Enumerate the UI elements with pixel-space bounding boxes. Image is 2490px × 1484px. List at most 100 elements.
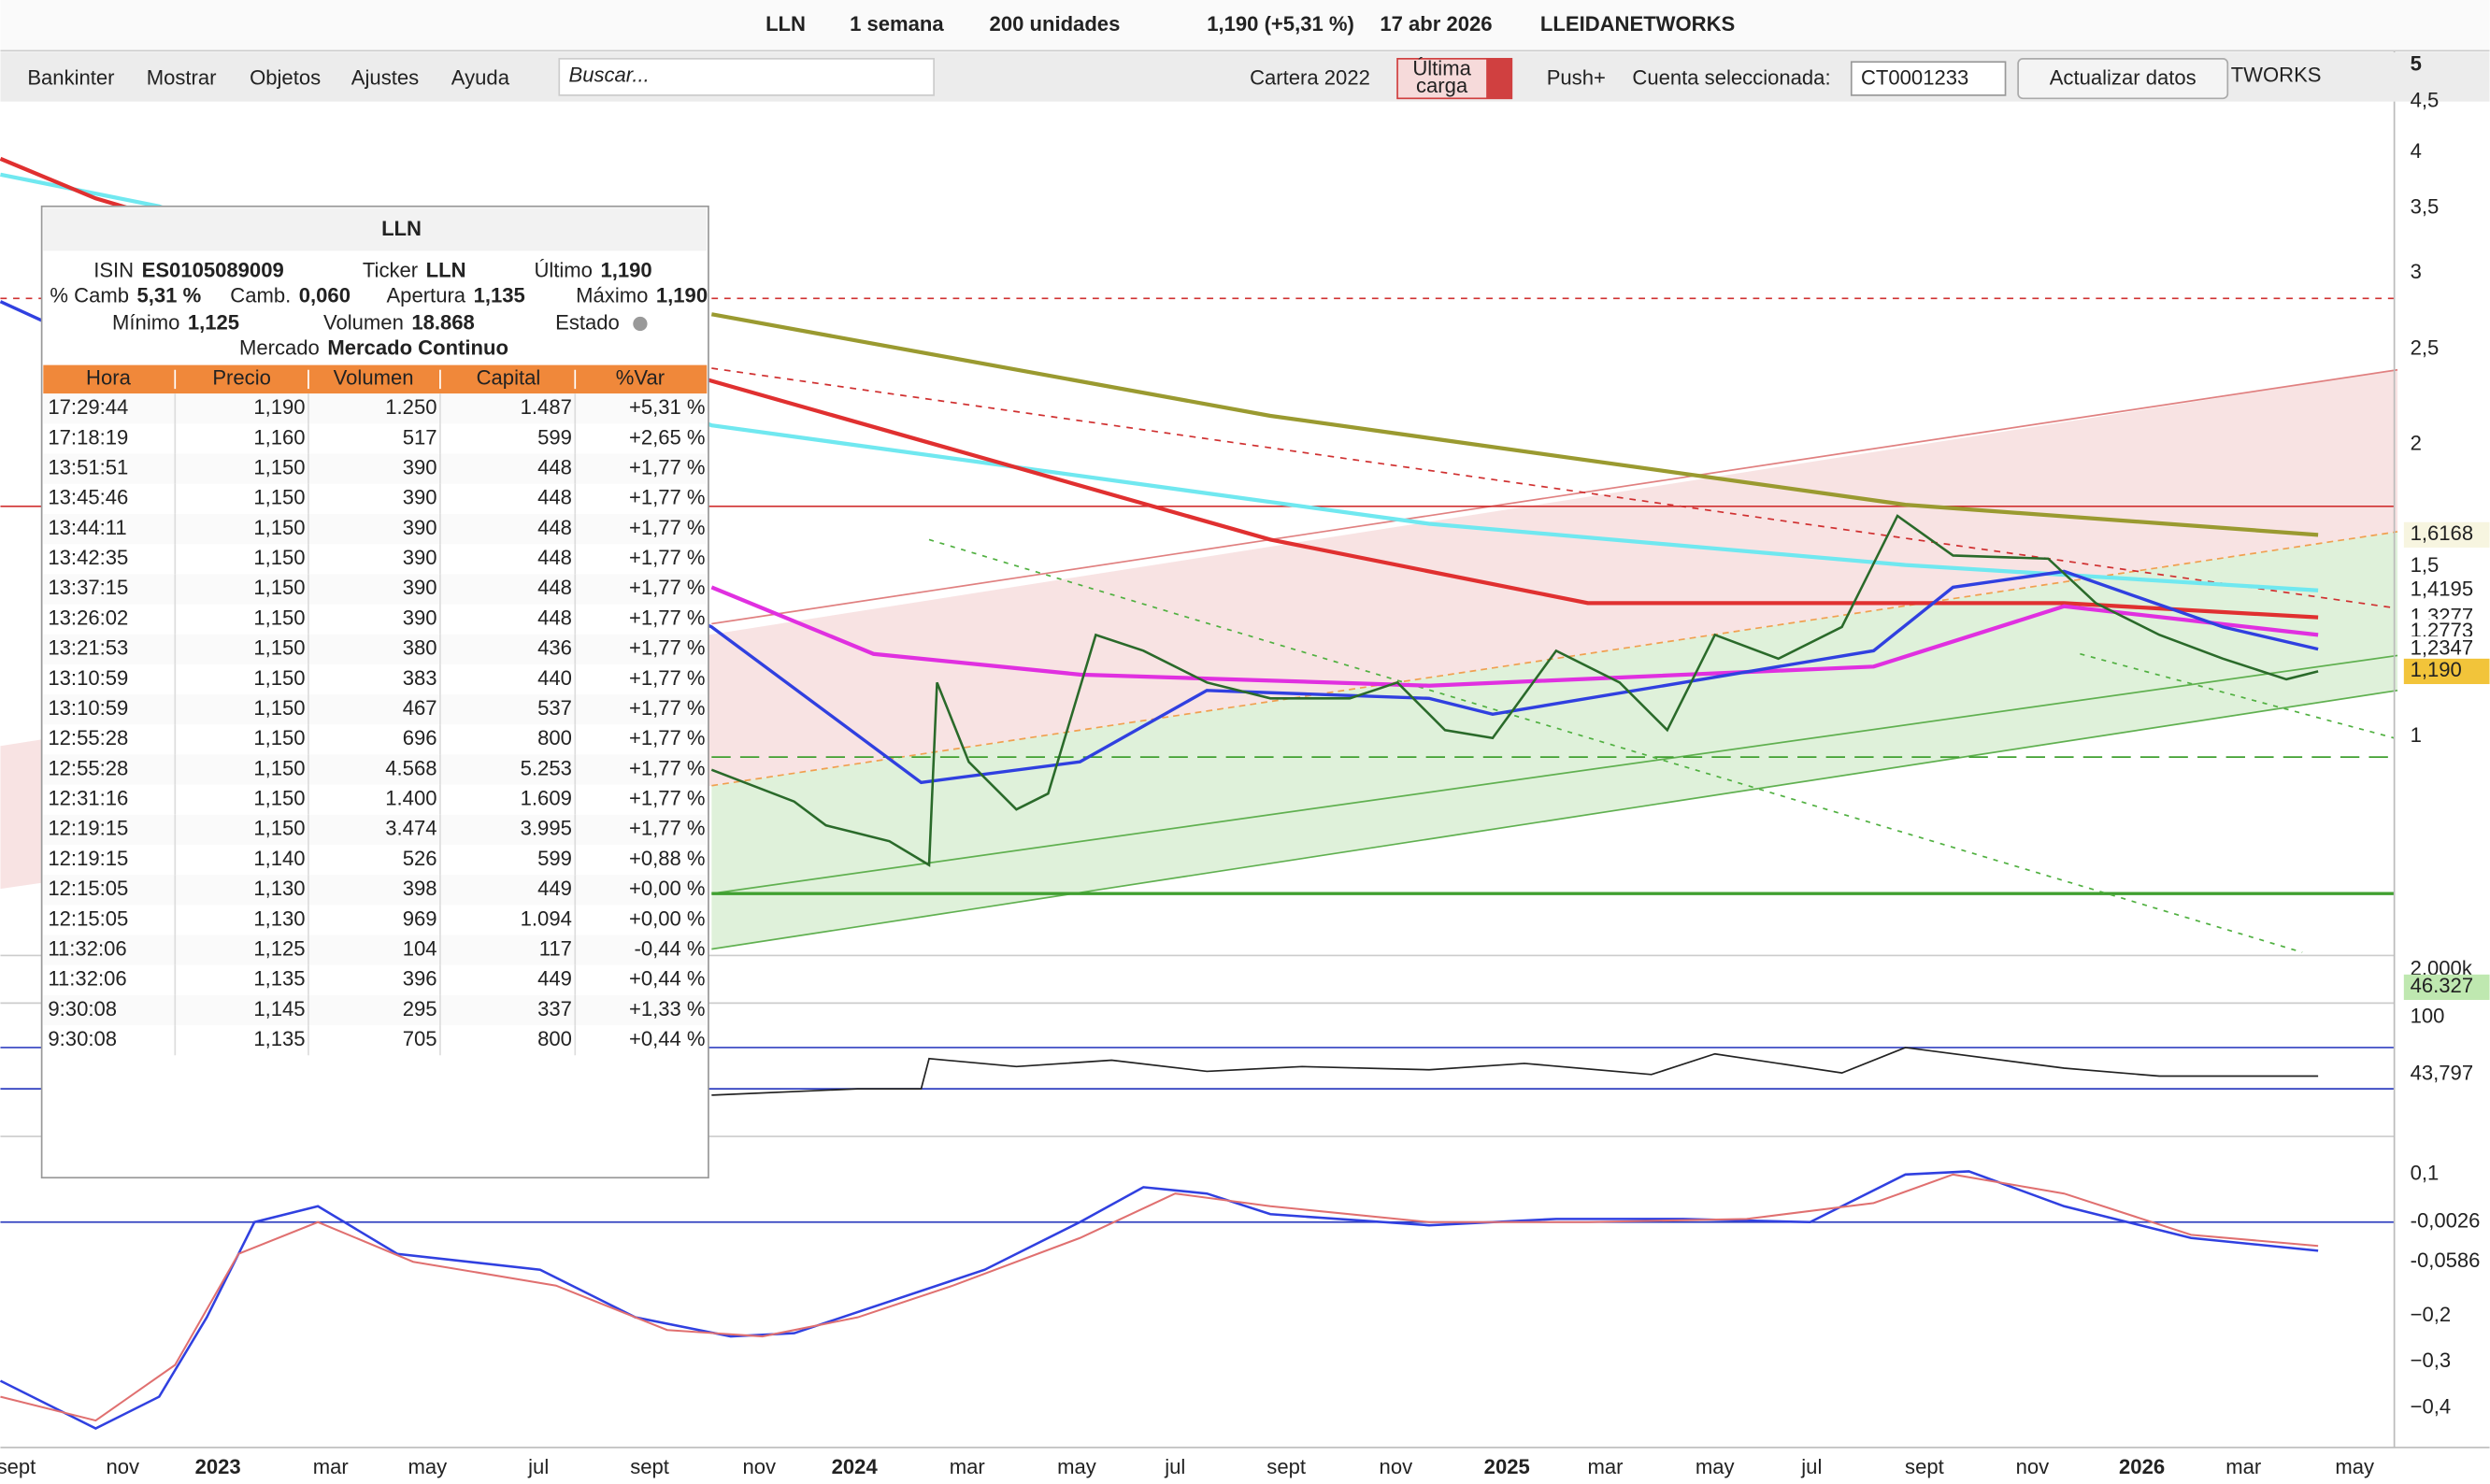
cell: 1,150: [253, 696, 305, 720]
portfolio-button[interactable]: Cartera 2022: [1250, 66, 1370, 90]
column-header[interactable]: %Var: [616, 366, 665, 390]
field-value: ES0105089009: [142, 258, 284, 281]
cell: +1,77 %: [629, 455, 706, 478]
cell: 13:10:59: [48, 696, 128, 720]
cell: 1,130: [253, 906, 305, 930]
field-label: Estado: [555, 310, 620, 334]
time-axis-label: jul: [527, 1455, 549, 1478]
field-value: 0,060: [299, 283, 351, 307]
column-header[interactable]: Volumen: [334, 366, 414, 390]
cell: 517: [403, 425, 437, 449]
price-axis-label: 1,5: [2411, 553, 2440, 577]
cell: 4.568: [385, 756, 436, 779]
panel-ticker[interactable]: LLN: [381, 217, 422, 240]
cell: 13:42:35: [48, 546, 128, 569]
cell: 12:19:15: [48, 847, 128, 870]
price-axis-label: 2: [2411, 431, 2422, 454]
units-select[interactable]: 200 unidades: [990, 12, 1121, 36]
axis-badge: [2403, 578, 2490, 604]
column-header[interactable]: Hora: [86, 366, 132, 390]
refresh-button[interactable]: Actualizar datos: [2050, 66, 2197, 90]
cell: 117: [539, 936, 572, 960]
period-select[interactable]: 1 semana: [850, 12, 944, 36]
row-background: [43, 875, 708, 906]
axis-badge: [2403, 1062, 2490, 1088]
last-load[interactable]: carga: [1416, 74, 1468, 97]
cell: 1,150: [253, 666, 305, 690]
signal-line: [0, 1173, 2319, 1422]
alert-icon: [1486, 58, 1512, 99]
axis-badge: [2403, 1394, 2490, 1421]
menu-item[interactable]: Ayuda: [451, 66, 510, 90]
account-select[interactable]: [1850, 61, 2007, 96]
menu-item[interactable]: Ajustes: [351, 66, 419, 90]
time-axis-label: nov: [743, 1455, 777, 1478]
cell: 1,125: [253, 936, 305, 960]
column-header[interactable]: Precio: [212, 366, 271, 390]
time-axis-label: 2024: [832, 1455, 879, 1478]
panel-header: [43, 207, 708, 251]
last-load[interactable]: Última: [1412, 57, 1471, 80]
cell: +1,77 %: [629, 696, 706, 720]
menu-item[interactable]: Bankinter: [27, 66, 114, 90]
cell: 599: [537, 425, 572, 449]
time-axis-label: may: [2335, 1455, 2374, 1478]
field-value: 1,135: [474, 283, 525, 307]
status-dot: [633, 316, 648, 332]
menu-item[interactable]: Mostrar: [147, 66, 217, 90]
price-axis-label: 2,5: [2411, 335, 2440, 359]
cell: 448: [537, 486, 572, 509]
time-axis-label: nov: [2016, 1455, 2050, 1478]
top-bar: [0, 0, 2490, 51]
row-background: [43, 574, 708, 605]
axis-badge: [2403, 1303, 2490, 1329]
cell: 448: [537, 546, 572, 569]
cell: 1,150: [253, 486, 305, 509]
column-header[interactable]: Capital: [477, 366, 541, 390]
cell: 1,135: [253, 1027, 305, 1050]
trend-line: [2080, 652, 2395, 739]
field-label: Máximo: [576, 283, 648, 307]
time-axis-label: sept: [1905, 1455, 1944, 1478]
push-button[interactable]: Push+: [1547, 66, 1606, 90]
axis-badge-label: 43,797: [2411, 1062, 2473, 1085]
axis-badge-label: −0,3: [2411, 1348, 2452, 1372]
row-background: [43, 513, 708, 545]
cell: 398: [403, 877, 437, 900]
cell: 448: [537, 576, 572, 599]
search-box[interactable]: [558, 57, 935, 96]
cell: 1,160: [253, 425, 305, 449]
cell: 440: [537, 666, 572, 690]
search-placeholder[interactable]: Buscar...: [568, 63, 649, 86]
cell: 13:44:11: [48, 516, 126, 539]
cell: 13:26:02: [48, 606, 128, 629]
refresh-button[interactable]: [2017, 57, 2229, 100]
cell: 1,150: [253, 455, 305, 478]
cell: 449: [537, 877, 572, 900]
cell: +2,65 %: [629, 425, 706, 449]
cell: 9:30:08: [48, 997, 117, 1020]
cell: 17:29:44: [48, 395, 128, 419]
axis-badge-label: 46.327: [2411, 974, 2473, 997]
cell: 696: [403, 726, 437, 749]
field-label: Camb.: [230, 283, 291, 307]
cell: +1,77 %: [629, 817, 706, 840]
moving-average: [0, 156, 2319, 620]
watermark: TWORKS: [2231, 63, 2322, 86]
axis-badge: [2403, 1005, 2490, 1031]
price-axis-label: 4,5: [2411, 89, 2440, 112]
cell: 969: [403, 906, 437, 930]
ticker-select[interactable]: LLN: [766, 12, 806, 36]
cell: 1.609: [521, 787, 572, 810]
menu-item[interactable]: Objetos: [250, 66, 321, 90]
account-select[interactable]: CT0001233: [1861, 66, 1968, 90]
row-background: [43, 634, 708, 664]
cell: 1,150: [253, 787, 305, 810]
field-value: LLN: [426, 258, 466, 281]
cell: 3.995: [521, 817, 572, 840]
cell: +0,00 %: [629, 877, 706, 900]
row-background: [43, 814, 708, 845]
axis-badge-label: 1,6168: [2411, 521, 2473, 545]
field-value: 18.868: [411, 310, 474, 334]
